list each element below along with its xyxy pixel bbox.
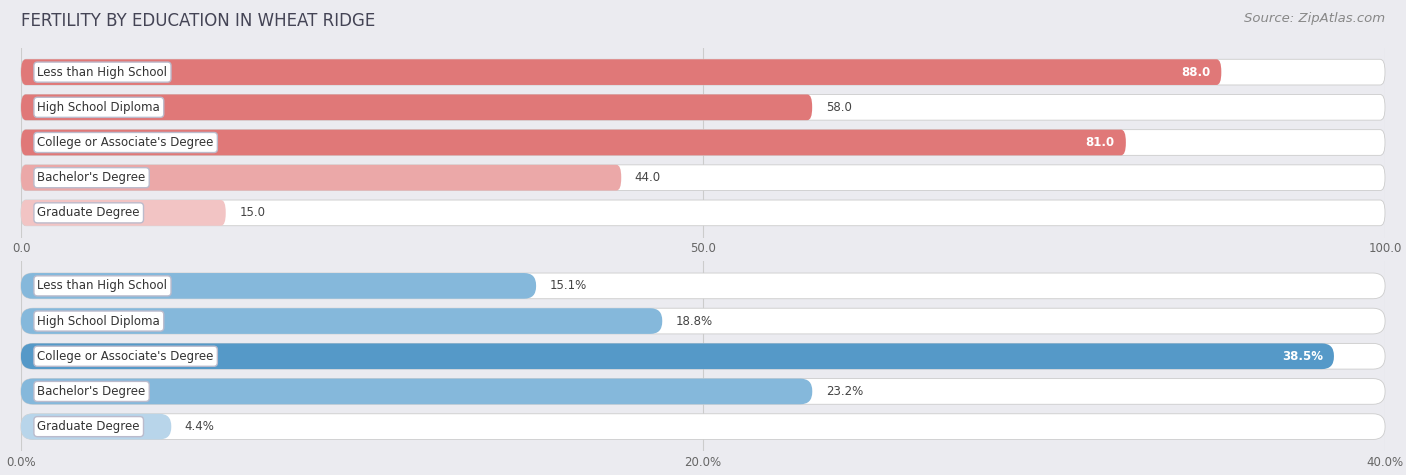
Text: High School Diploma: High School Diploma: [38, 314, 160, 328]
Text: 15.1%: 15.1%: [550, 279, 586, 293]
Text: 58.0: 58.0: [825, 101, 852, 114]
Text: Bachelor's Degree: Bachelor's Degree: [38, 171, 146, 184]
Text: High School Diploma: High School Diploma: [38, 101, 160, 114]
FancyBboxPatch shape: [21, 308, 662, 334]
FancyBboxPatch shape: [21, 165, 621, 190]
FancyBboxPatch shape: [21, 165, 1385, 190]
FancyBboxPatch shape: [21, 414, 1385, 439]
FancyBboxPatch shape: [21, 414, 172, 439]
FancyBboxPatch shape: [21, 200, 226, 226]
FancyBboxPatch shape: [21, 59, 1385, 85]
Text: Graduate Degree: Graduate Degree: [38, 420, 141, 433]
Text: 4.4%: 4.4%: [184, 420, 215, 433]
Text: 18.8%: 18.8%: [676, 314, 713, 328]
Text: Graduate Degree: Graduate Degree: [38, 206, 141, 219]
Text: 23.2%: 23.2%: [825, 385, 863, 398]
Text: College or Associate's Degree: College or Associate's Degree: [38, 136, 214, 149]
FancyBboxPatch shape: [21, 379, 1385, 404]
FancyBboxPatch shape: [21, 95, 1385, 120]
FancyBboxPatch shape: [21, 95, 813, 120]
FancyBboxPatch shape: [21, 59, 1222, 85]
FancyBboxPatch shape: [21, 200, 1385, 226]
FancyBboxPatch shape: [21, 379, 813, 404]
Text: Less than High School: Less than High School: [38, 66, 167, 79]
Text: Source: ZipAtlas.com: Source: ZipAtlas.com: [1244, 12, 1385, 25]
Text: Less than High School: Less than High School: [38, 279, 167, 293]
FancyBboxPatch shape: [21, 273, 536, 299]
FancyBboxPatch shape: [21, 343, 1334, 369]
FancyBboxPatch shape: [21, 308, 1385, 334]
Text: Bachelor's Degree: Bachelor's Degree: [38, 385, 146, 398]
Text: College or Associate's Degree: College or Associate's Degree: [38, 350, 214, 363]
Text: 15.0: 15.0: [239, 206, 266, 219]
FancyBboxPatch shape: [21, 343, 1385, 369]
Text: 38.5%: 38.5%: [1282, 350, 1323, 363]
FancyBboxPatch shape: [21, 273, 1385, 299]
Text: FERTILITY BY EDUCATION IN WHEAT RIDGE: FERTILITY BY EDUCATION IN WHEAT RIDGE: [21, 12, 375, 30]
Text: 88.0: 88.0: [1181, 66, 1211, 79]
Text: 44.0: 44.0: [636, 171, 661, 184]
FancyBboxPatch shape: [21, 130, 1385, 155]
Text: 81.0: 81.0: [1085, 136, 1115, 149]
FancyBboxPatch shape: [21, 130, 1126, 155]
